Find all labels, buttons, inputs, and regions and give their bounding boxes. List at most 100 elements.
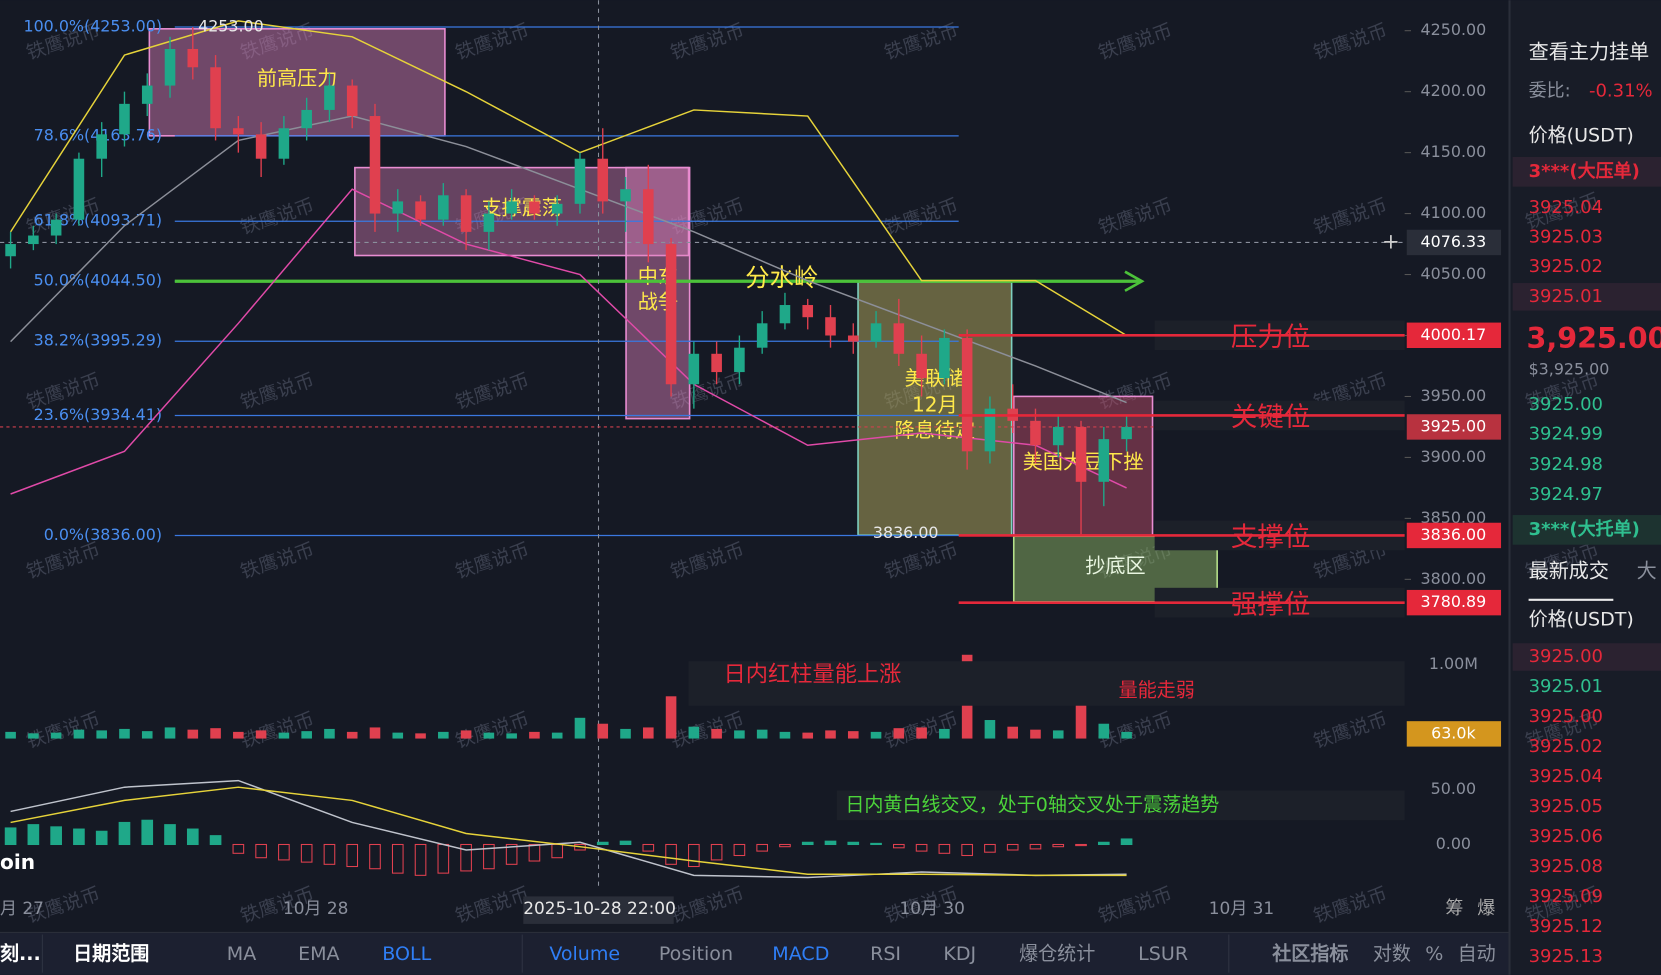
x-tick-label: 10月 31 xyxy=(1209,898,1274,918)
trade-price: 3925.00 xyxy=(1529,646,1603,667)
price-tag-label: 4076.33 xyxy=(1421,232,1487,251)
macd-note: 日内黄白线交叉，处于0轴交叉处于震荡趋势 xyxy=(845,794,1219,816)
bid-price: 3924.97 xyxy=(1529,484,1603,505)
price-tag-label: 3836.00 xyxy=(1421,525,1487,544)
macd-bar xyxy=(710,843,723,861)
last-price: 3,925.00 xyxy=(1526,321,1661,355)
candle-body xyxy=(870,323,882,342)
volume-bar xyxy=(643,727,654,739)
volume-bar xyxy=(802,732,814,739)
macd-bar xyxy=(984,843,996,853)
candle-body xyxy=(73,158,85,220)
candle-body xyxy=(574,158,586,204)
toolbar xyxy=(0,932,1510,975)
toolbar-button[interactable]: % xyxy=(1425,943,1443,965)
candle-body xyxy=(96,134,107,159)
volume-bar xyxy=(96,730,107,739)
toolbar-button[interactable]: 日期范围 xyxy=(73,942,149,965)
price-tag-label: 3780.89 xyxy=(1421,592,1487,611)
toolbar-button[interactable]: RSI xyxy=(870,943,901,965)
macd-bar xyxy=(141,819,154,846)
ratio-label: 委比: xyxy=(1529,80,1571,101)
trade-highlight xyxy=(1512,643,1661,671)
note-band xyxy=(688,661,1405,706)
candle-body xyxy=(711,353,722,373)
level-label: 关键位 xyxy=(1231,402,1310,433)
toolbar-button[interactable]: BOLL xyxy=(382,943,431,965)
toolbar-button[interactable]: Position xyxy=(659,943,733,965)
macd-bar xyxy=(4,827,17,846)
trade-price: 3925.00 xyxy=(1529,706,1603,727)
volume-bar xyxy=(1007,726,1018,739)
ask-highlight xyxy=(1512,283,1661,311)
candle-body xyxy=(847,335,859,342)
fib-label: 23.6%(3934.41) xyxy=(34,405,162,424)
axis-button[interactable]: 爆 xyxy=(1477,898,1495,919)
trades-tab[interactable]: 大 xyxy=(1637,559,1657,583)
level-label: 支撑位 xyxy=(1231,522,1310,553)
toolbar-button[interactable]: 刻... xyxy=(0,942,41,965)
macd-bar xyxy=(346,843,359,868)
volume-note: 量能走弱 xyxy=(1119,679,1195,701)
volume-bar xyxy=(164,727,176,739)
y-tick-label: 4250.00 xyxy=(1421,20,1487,39)
volume-bar xyxy=(1052,730,1064,739)
volume-bar xyxy=(73,729,85,739)
macd-bar xyxy=(483,843,495,870)
level-label: 强撑位 xyxy=(1231,589,1310,620)
zone xyxy=(857,281,1013,536)
candle-body xyxy=(28,235,39,245)
candle-body xyxy=(916,353,927,379)
trade-price: 3925.02 xyxy=(1529,736,1603,757)
candle-body xyxy=(438,195,449,220)
volume-bar xyxy=(392,732,404,739)
zone-label: 支撑震荡 xyxy=(481,195,561,219)
macd-bar xyxy=(528,843,541,862)
order-title[interactable]: 查看主力挂单 xyxy=(1529,40,1650,64)
trades-title[interactable]: 最新成交 xyxy=(1529,559,1609,583)
macd-bar xyxy=(118,821,131,846)
fib-label: 61.8%(4093.71) xyxy=(34,211,162,230)
toolbar-button[interactable]: 对数 xyxy=(1373,943,1411,965)
macd-tick-label: 0.00 xyxy=(1436,834,1471,853)
axis-button[interactable]: 筹 xyxy=(1445,898,1463,919)
macd-dea xyxy=(10,786,1127,877)
toolbar-button[interactable]: LSUR xyxy=(1138,943,1188,965)
toolbar-button[interactable]: 社区指标 xyxy=(1271,942,1348,965)
candle-body xyxy=(1098,439,1110,482)
volume-bar xyxy=(1030,729,1041,739)
candle-body xyxy=(688,353,700,385)
macd-bar xyxy=(209,835,222,846)
volume-bar xyxy=(5,731,16,739)
candle-body xyxy=(278,128,290,159)
fib-label: 38.2%(3995.29) xyxy=(34,331,162,350)
candle-body xyxy=(779,305,791,324)
y-tick-label: 4100.00 xyxy=(1421,203,1487,222)
volume-ma-label: 63.0k xyxy=(1431,723,1476,742)
volume-bar xyxy=(506,733,517,739)
fib-label: 50.0%(4044.50) xyxy=(34,271,162,290)
candle-body xyxy=(187,48,199,68)
toolbar-button[interactable]: MACD xyxy=(772,943,829,965)
toolbar-button[interactable]: 自动 xyxy=(1458,943,1496,965)
toolbar-button[interactable]: EMA xyxy=(298,943,339,965)
toolbar-button[interactable]: KDJ xyxy=(943,943,976,965)
toolbar-button[interactable]: Volume xyxy=(549,943,620,965)
macd-bar xyxy=(391,843,404,874)
macd-bar xyxy=(870,842,882,846)
toolbar-button[interactable]: MA xyxy=(227,943,256,965)
toolbar-button[interactable]: 爆仓统计 xyxy=(1019,943,1095,965)
crosshair-time-tag xyxy=(523,896,674,924)
macd-bar xyxy=(73,828,85,846)
ask-price: 3925.03 xyxy=(1529,227,1603,248)
volume-bar xyxy=(210,728,221,739)
candle-body xyxy=(141,85,153,104)
macd-bar xyxy=(369,843,381,870)
macd-bar xyxy=(642,843,655,852)
volume-ma-tag xyxy=(1406,721,1502,747)
volume-bar xyxy=(574,717,586,739)
candle-body xyxy=(734,347,745,373)
trade-price: 3925.08 xyxy=(1529,856,1603,877)
high-label: 4253.00 xyxy=(198,17,264,36)
zone-label: 降息待定 xyxy=(895,418,975,442)
